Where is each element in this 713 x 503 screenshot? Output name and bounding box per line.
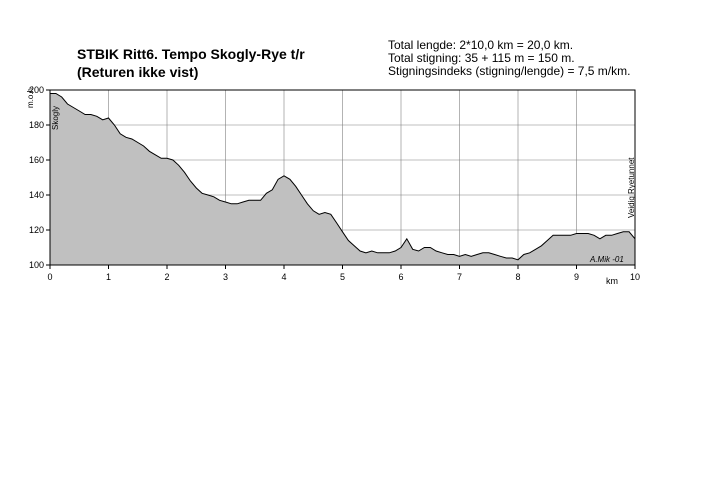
x-axis-ticks: 0 1 2 3 4 5 6 7 8 9 10: [47, 265, 640, 282]
y-tick-label: 100: [29, 260, 44, 270]
x-tick-label: 7: [457, 272, 462, 282]
y-tick-label: 140: [29, 190, 44, 200]
x-tick-label: 5: [340, 272, 345, 282]
elevation-area: [50, 93, 635, 265]
title-line-1: STBIK Ritt6. Tempo Skogly-Rye t/r: [77, 46, 305, 62]
title-line-2: (Returen ikke vist): [77, 64, 199, 80]
stats-total-length: Total lengde: 2*10,0 km = 20,0 km.: [388, 38, 574, 52]
x-axis-label: km: [606, 276, 618, 286]
x-tick-label: 9: [574, 272, 579, 282]
x-tick-label: 6: [398, 272, 403, 282]
y-tick-label: 200: [29, 85, 44, 95]
y-axis-ticks: 100 120 140 160 180 200: [29, 85, 50, 270]
x-tick-label: 1: [106, 272, 111, 282]
start-point-label: Skogly: [51, 106, 60, 130]
end-point-label: Veidig Ryetunnet: [627, 157, 636, 218]
x-tick-label: 10: [630, 272, 640, 282]
credit-label: A.Mik -01: [589, 255, 624, 264]
y-axis-label: m.o.h.: [26, 86, 35, 108]
x-tick-label: 2: [164, 272, 169, 282]
stats-climb-index: Stigningsindeks (stigning/lengde) = 7,5 …: [388, 64, 631, 78]
stats-total-climb: Total stigning: 35 + 115 m = 150 m.: [388, 51, 575, 65]
y-tick-label: 180: [29, 120, 44, 130]
chart-title: STBIK Ritt6. Tempo Skogly-Rye t/r (Retur…: [77, 45, 305, 81]
x-tick-label: 3: [223, 272, 228, 282]
y-tick-label: 120: [29, 225, 44, 235]
route-stats: Total lengde: 2*10,0 km = 20,0 km. Total…: [388, 39, 630, 78]
x-tick-label: 8: [515, 272, 520, 282]
y-tick-label: 160: [29, 155, 44, 165]
elevation-line: [50, 93, 636, 261]
x-tick-label: 0: [47, 272, 52, 282]
x-tick-label: 4: [281, 272, 286, 282]
